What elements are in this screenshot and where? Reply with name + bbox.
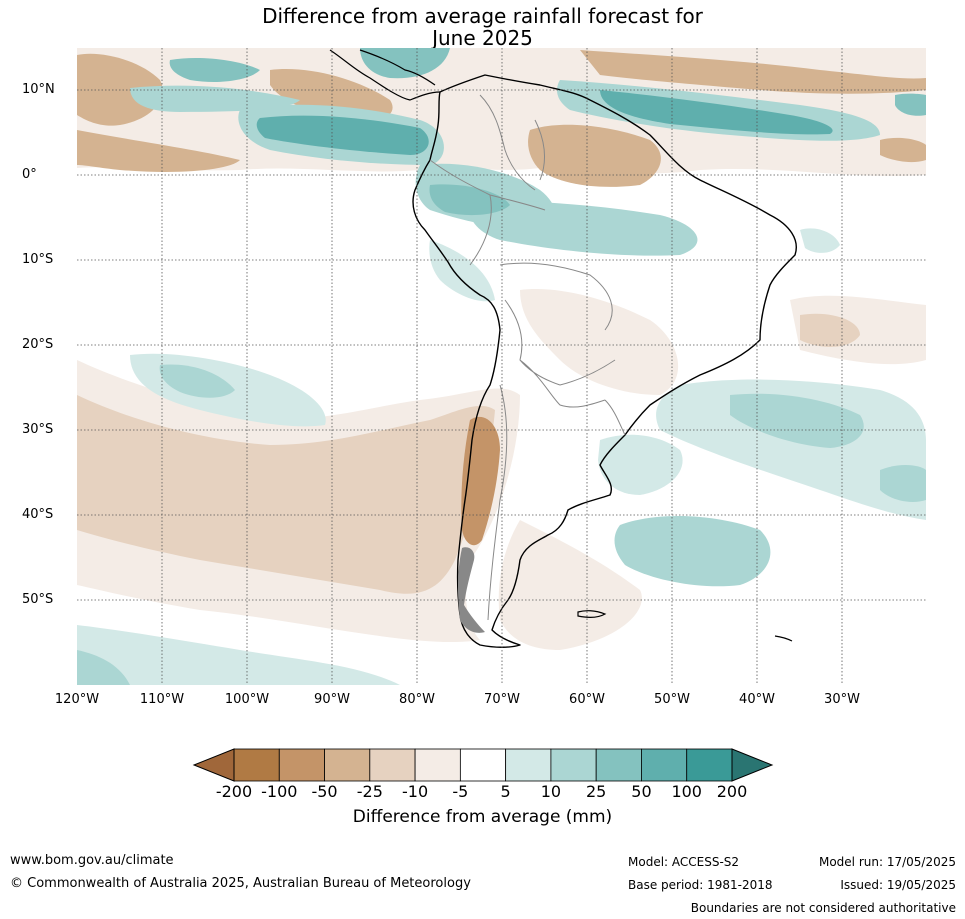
colorbar xyxy=(192,748,774,782)
anomaly-region-dry-central-pacific xyxy=(270,69,393,122)
colorbar-swatch xyxy=(369,748,416,782)
lat-label-50s: 50°S xyxy=(22,592,54,607)
colorbar-tick-label: -25 xyxy=(356,782,383,801)
anomaly-region-wet-peru-offshore xyxy=(429,240,495,302)
map-title-line-1: Difference from average rainfall forecas… xyxy=(262,4,703,28)
anomaly-region-wet-east-brazil xyxy=(800,228,840,253)
colorbar-tick-label: 200 xyxy=(716,782,748,801)
falkland-islands xyxy=(577,610,607,618)
colorbar-tick-label: 100 xyxy=(671,782,702,801)
colorbar-swatch xyxy=(550,748,597,782)
colorbar-tick-label: -100 xyxy=(261,782,298,801)
colorbar-tick-label: 10 xyxy=(540,782,562,801)
colorbar-high-arrow xyxy=(731,748,774,782)
colorbar-tick-label: -200 xyxy=(215,782,253,801)
colorbar-swatch xyxy=(686,748,733,782)
anomaly-region-dry-equator-west xyxy=(77,130,240,172)
colorbar-tick-label: 50 xyxy=(631,782,652,801)
lon-label-100w: 100°W xyxy=(224,692,270,707)
chile-patagonia-islands xyxy=(458,547,485,633)
anomaly-region-dry-south-brazil xyxy=(800,313,860,347)
lat-label-10n: 10°N xyxy=(22,82,55,97)
footer-model-run: Model run: 17/05/2025 xyxy=(818,855,956,869)
footer-website: www.bom.gov.au/climate xyxy=(10,853,174,868)
lon-label-90w: 90°W xyxy=(314,692,350,707)
lon-label-60w: 60°W xyxy=(569,692,605,707)
lat-label-0: 0° xyxy=(22,167,37,182)
anomaly-region-wet-central-america xyxy=(169,58,260,82)
colorbar-swatch xyxy=(595,748,642,782)
lat-label-30s: 30°S xyxy=(22,422,54,437)
anomaly-region-dry-atlantic-east xyxy=(880,137,926,163)
lat-label-20s: 20°S xyxy=(22,337,54,352)
colorbar-swatch xyxy=(641,748,688,782)
lon-label-80w: 80°W xyxy=(399,692,435,707)
south-america-coastline xyxy=(412,74,797,648)
anomaly-region-dry-north-atlantic xyxy=(580,50,926,94)
footer-model: Model: ACCESS-S2 xyxy=(628,855,740,869)
lon-label-50w: 50°W xyxy=(654,692,690,707)
colorbar-swatch xyxy=(233,748,280,782)
lat-label-40s: 40°S xyxy=(22,507,54,522)
colorbar-tick-label: 25 xyxy=(585,782,607,801)
lat-label-10s: 10°S xyxy=(22,252,54,267)
anomaly-region-dry-south-atlantic xyxy=(498,520,642,650)
colorbar-swatch xyxy=(324,748,371,782)
country-borders xyxy=(429,94,626,621)
anomaly-region-wet-caribbean xyxy=(130,85,300,112)
anomaly-region-wet-southern-ocean-core xyxy=(77,650,130,685)
footer-issued: Issued: 19/05/2025 xyxy=(840,878,956,892)
colorbar-tick-label: -5 xyxy=(452,782,469,801)
anomaly-region-wet-amazon-south xyxy=(468,200,698,256)
anomaly-region-dry-brazil xyxy=(520,289,679,395)
lon-label-120w: 120°W xyxy=(54,692,100,707)
anomaly-region-dry-pacific-medium xyxy=(77,395,495,594)
anomaly-region-wet-east-atlantic xyxy=(895,93,926,116)
anomaly-region-wet-uruguay xyxy=(598,434,683,495)
south-georgia-island xyxy=(774,635,793,642)
anomaly-region-dry-amazon xyxy=(528,124,661,187)
anomaly-region-wet-southeast-atlantic xyxy=(880,465,926,502)
central-america-coastline xyxy=(329,49,441,101)
anomaly-region-wet-equatorial-pacific-core xyxy=(256,115,429,155)
colorbar-tick-label: -10 xyxy=(402,782,429,801)
colorbar-swatch xyxy=(505,748,552,782)
footer-copyright: © Commonwealth of Australia 2025, Austra… xyxy=(10,876,471,891)
anomaly-region-wet-southern-ocean xyxy=(77,625,400,685)
anomaly-region-wet-south-pacific-core xyxy=(159,364,235,398)
colorbar-label: Difference from average (mm) xyxy=(352,807,613,827)
lon-label-70w: 70°W xyxy=(484,692,520,707)
anomaly-region-wet-amazon-south-core xyxy=(429,184,510,216)
colorbar-swatch xyxy=(414,748,461,782)
colorbar-tick-label: -50 xyxy=(311,782,338,801)
anomaly-region-wet-south-atlantic-core xyxy=(730,393,864,448)
lon-label-110w: 110°W xyxy=(139,692,185,707)
colorbar-swatch xyxy=(278,748,325,782)
map-title-line-2: June 2025 xyxy=(432,26,533,50)
anomaly-region-wet-caribbean-sea xyxy=(360,48,450,79)
anomaly-region-wet-far-south-atlantic xyxy=(614,515,771,587)
footer-base-period: Base period: 1981-2018 xyxy=(628,878,773,892)
colorbar-tick-label: 5 xyxy=(500,782,511,801)
gridlines xyxy=(77,48,926,685)
colorbar-swatch xyxy=(459,748,507,782)
lon-label-30w: 30°W xyxy=(824,692,860,707)
rainfall-map xyxy=(77,48,926,685)
footer-disclaimer: Boundaries are not considered authoritat… xyxy=(690,901,956,915)
anomaly-region-wet-north-atlantic-core xyxy=(600,90,833,135)
lon-label-40w: 40°W xyxy=(739,692,775,707)
colorbar-low-arrow xyxy=(192,748,235,782)
